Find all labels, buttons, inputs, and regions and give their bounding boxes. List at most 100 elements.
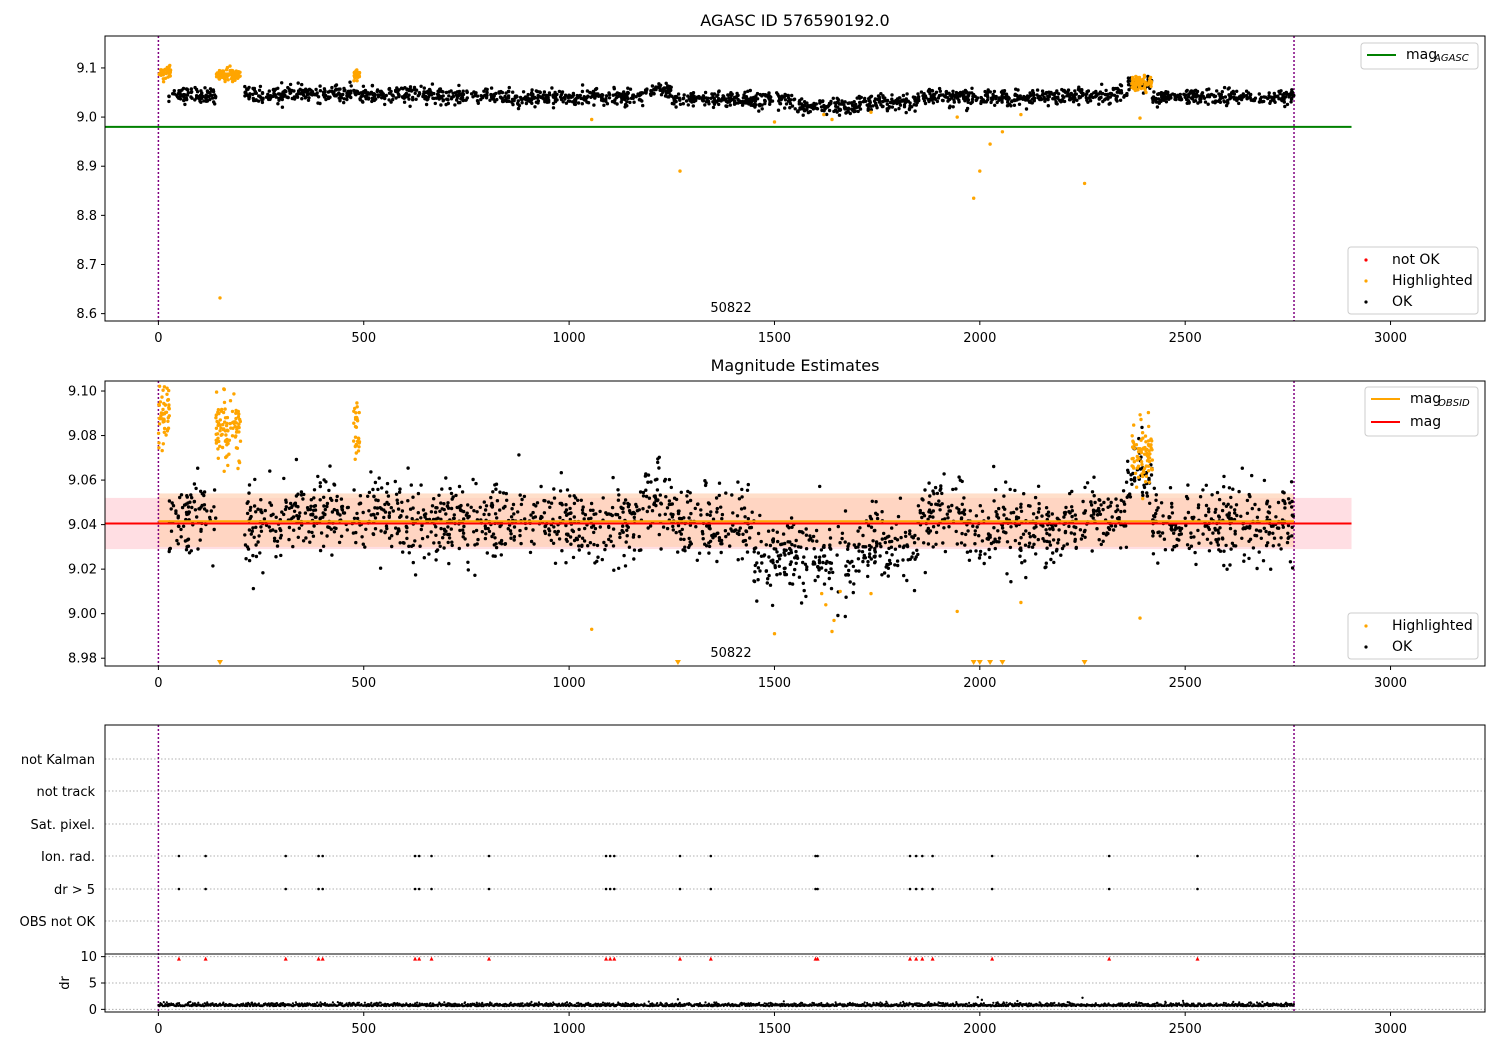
ok-point <box>291 515 296 519</box>
ok-point <box>448 486 452 491</box>
ok-point <box>748 536 752 540</box>
y-tick-label: 9.08 <box>68 429 97 444</box>
highlighted-point <box>1149 84 1153 89</box>
ok-point <box>1118 83 1123 87</box>
ok-point <box>803 562 808 566</box>
ok-point <box>625 524 629 528</box>
ok-point <box>1207 95 1212 99</box>
ok-point <box>1151 552 1156 556</box>
ok-point <box>394 96 398 100</box>
ok-point <box>552 487 556 491</box>
ok-point <box>882 531 886 536</box>
ok-point <box>664 495 668 499</box>
ok-point <box>500 542 504 546</box>
ok-point <box>679 537 683 541</box>
ok-point <box>331 90 335 94</box>
ok-point <box>557 537 562 541</box>
ok-point <box>179 535 183 539</box>
ok-point <box>446 98 450 102</box>
ok-point <box>194 94 199 98</box>
y-tick-label: 9.02 <box>68 563 97 578</box>
ok-point <box>880 537 884 541</box>
ok-point <box>980 539 985 543</box>
ok-point <box>1062 88 1066 93</box>
ok-point <box>180 505 185 510</box>
ok-point <box>520 497 524 502</box>
y-tick-label: 9.1 <box>76 61 97 76</box>
ok-point <box>874 511 878 515</box>
ok-point <box>760 107 764 111</box>
ok-point <box>618 535 622 540</box>
ok-point <box>330 510 335 514</box>
ok-point <box>198 538 202 542</box>
ok-point <box>1288 93 1292 97</box>
ok-point <box>300 97 304 101</box>
ok-point <box>1267 532 1271 536</box>
ok-point <box>547 529 552 533</box>
ok-point <box>741 96 745 100</box>
ok-point <box>680 527 684 532</box>
ok-point <box>679 490 683 494</box>
ok-point <box>181 524 186 528</box>
ok-point <box>192 482 197 486</box>
ok-point <box>1201 532 1205 536</box>
ok-point <box>682 537 686 542</box>
ok-point <box>414 97 418 102</box>
ok-point <box>1205 524 1209 528</box>
highlighted-point <box>1147 452 1151 457</box>
ok-point <box>644 472 648 476</box>
ok-point <box>789 548 793 552</box>
ok-point <box>858 100 863 105</box>
ok-point <box>572 515 576 519</box>
flag-event-marker <box>430 854 433 858</box>
ok-point <box>879 103 883 107</box>
ok-point <box>1233 508 1237 512</box>
ok-point <box>932 96 937 100</box>
highlighted-point <box>166 398 170 402</box>
ok-point <box>291 544 295 549</box>
ok-point <box>1255 566 1259 571</box>
ok-point <box>1100 92 1104 96</box>
ok-point <box>688 543 692 547</box>
ok-point <box>707 551 711 555</box>
ok-point <box>1168 486 1173 490</box>
highlighted-point <box>832 618 836 623</box>
ok-point <box>604 511 608 515</box>
ok-point <box>887 558 892 563</box>
flag-event-marker <box>678 854 682 858</box>
ok-point <box>1101 99 1105 104</box>
ok-point <box>1097 498 1101 502</box>
ok-point <box>385 490 389 494</box>
ok-point <box>398 487 402 491</box>
ok-point <box>619 95 624 100</box>
highlighted-point <box>158 417 162 421</box>
ok-point <box>288 82 293 87</box>
ok-point <box>914 103 918 107</box>
ok-point <box>964 91 968 95</box>
ok-point <box>328 89 332 93</box>
y-tick-label: 8.98 <box>68 652 97 667</box>
ok-point <box>176 92 180 96</box>
ok-point <box>1229 505 1233 509</box>
ok-point <box>447 536 452 540</box>
ok-point <box>391 93 395 97</box>
ok-point <box>1204 503 1209 508</box>
ok-point <box>752 550 756 554</box>
ok-point <box>788 106 792 110</box>
ok-point <box>1282 499 1287 503</box>
ok-point <box>908 529 912 533</box>
ok-point <box>656 498 660 502</box>
ok-point <box>409 483 413 487</box>
ok-point <box>1286 531 1290 535</box>
ok-point <box>287 506 292 510</box>
ok-point <box>608 534 613 538</box>
ok-point <box>485 93 489 98</box>
ok-point <box>489 504 494 508</box>
ok-point <box>297 526 301 530</box>
ok-point <box>866 574 870 579</box>
ok-point <box>903 530 908 535</box>
ok-point <box>1064 505 1068 510</box>
ok-point <box>407 544 411 548</box>
ok-point <box>260 100 265 105</box>
ok-point <box>621 506 625 511</box>
